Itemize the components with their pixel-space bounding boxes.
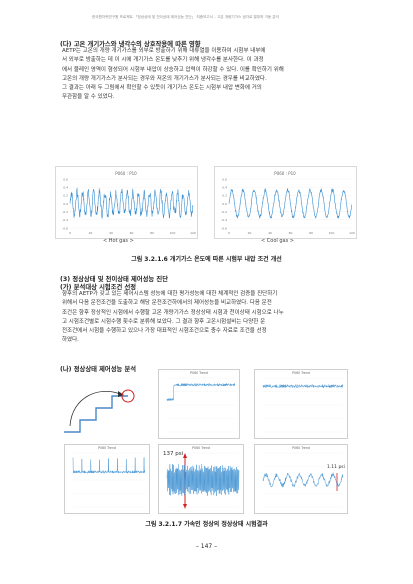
y-tick-label: 0.6 — [222, 177, 227, 181]
running-header: 한국원자력연구원 프로젝트 「정상상태 및 천이상태 제어성능 진단」 최종보고… — [92, 15, 279, 19]
x-tick-label: 20 — [248, 231, 252, 235]
hot-gas-chart-title: P060 : P10 — [115, 171, 137, 176]
series-line — [166, 382, 236, 402]
cool-gas-chart-title: P060 : P10 — [274, 171, 296, 176]
paragraph-line: 하였다. — [62, 337, 79, 344]
paragraph-line: AETP는 고온의 개량 개기가스를 외부로 방출하기 위해 대류열을 이용하여… — [62, 48, 266, 54]
panel-title: P060 Trend — [98, 446, 116, 450]
x-tick-label: 100 — [329, 231, 335, 235]
series-line — [228, 188, 353, 219]
schematic-curved-arrow — [69, 390, 121, 427]
panel-trend-3: P060 Trend — [64, 444, 150, 514]
panel-trend-1: P060 Trend — [158, 369, 240, 439]
paragraph-line: 전조건에서 시험을 수행하고 있으나 가장 대표적인 시험조건으로 충수 자료로… — [62, 328, 267, 335]
y-tick-label: -0.4 — [221, 218, 227, 222]
annotation-111psi: 1.11 psi — [327, 465, 345, 470]
trend-2-svg — [262, 377, 344, 433]
panel-trend-4: P060 Trend 137 psi — [158, 444, 244, 514]
hot-gas-chart-svg: P060 : P10 0.6 0.4 0.2 0.0 -0.2 -0.4 -0.60 20 40… — [62, 171, 196, 235]
hot-gas-label: < Hot gas > — [103, 238, 134, 244]
paragraph-line: 무관함을 알 수 있었다. — [62, 94, 115, 101]
y-tick-label: -0.6 — [221, 226, 227, 230]
paragraph-test-selection: 향후의 AETP가 갖고 있는 제어시스템 성능에 대한 평가성능에 대한 체계… — [62, 290, 357, 346]
y-tick-label: 0.4 — [63, 185, 68, 189]
paragraph-line: 고 시험조건별로 시험수행 횟수로 분류해 보았다. 그 결과 향후 고온시험설… — [62, 318, 266, 325]
x-tick-label: 100 — [170, 231, 176, 235]
cool-gas-chart: P060 : P10 0.6 0.4 0.2 0.0 -0.2 -0.4 -0.6 0 20 40… — [214, 166, 357, 239]
panel-title: P060 Trend — [292, 446, 310, 450]
panel-trend-2: P060 Trend — [254, 369, 348, 439]
y-tick-label: -0.6 — [62, 226, 68, 230]
y-tick-label: 0.2 — [63, 194, 68, 198]
x-tick-label: 60 — [130, 231, 134, 235]
y-tick-label: 0.4 — [222, 185, 227, 189]
paragraph-line: 에서 블레인 영역이 형성되어 시험부 내압이 상승하고 압력이 하강할 수 있… — [62, 66, 284, 73]
schematic-staircase — [64, 395, 128, 433]
y-tick-label: 0.0 — [222, 202, 227, 206]
series-line — [262, 383, 344, 389]
range-arrow-bottom-icon — [183, 504, 187, 509]
x-tick-label: 80 — [150, 231, 154, 235]
series-line — [262, 472, 344, 489]
trend-3-svg — [72, 452, 146, 508]
trend-1-svg — [166, 377, 236, 433]
paragraph-line: 그 결과는 아래 두 그림에서 확인할 수 있듯이 개기가스 온도는 시험부 내… — [62, 85, 262, 92]
x-tick-label: 0 — [228, 231, 230, 235]
section-heading-control-performance: (3) 정상상태 및 천이상태 제어성능 진단 — [60, 276, 168, 283]
x-tick-label: 40 — [268, 231, 272, 235]
schematic-svg — [64, 389, 135, 433]
annotation-137psi: 137 psi — [163, 451, 184, 457]
section-heading-gas-interaction: (다) 고온 개기가스와 냉각수의 상호작용에 따른 영향 — [60, 41, 201, 48]
page-number: – 147 – — [195, 543, 218, 550]
figure1-caption: 그림 3.2.1.6 개기가스 온도에 따른 시험부 내압 조건 개선 — [131, 256, 282, 263]
y-tick-label: 0.0 — [63, 202, 68, 206]
paragraph-gas-interaction: AETP는 고온의 개량 개기가스를 외부로 방출하기 위해 대류열을 이용하여… — [62, 47, 357, 103]
series-line — [69, 187, 194, 219]
cool-gas-chart-svg: P060 : P10 0.6 0.4 0.2 0.0 -0.2 -0.4 -0.60 20 40… — [221, 171, 355, 235]
range-arrow-top-icon — [183, 453, 187, 458]
x-tick-label: 120 — [190, 231, 196, 235]
trend-5-svg — [262, 452, 344, 508]
section-heading-test-selection: (가) 분석대상 시험조건 선정 — [60, 284, 137, 291]
y-tick-label: -0.2 — [221, 210, 227, 214]
panel-title: P060 Trend — [190, 371, 208, 375]
y-tick-label: 0.2 — [222, 194, 227, 198]
figure2-caption: 그림 3.2.1.7 가속인 정상의 정상상태 시험결과 — [145, 521, 268, 528]
panel-title: P060 Trend — [192, 446, 210, 450]
panel-trend-5: P060 Trend 1.11 psi — [254, 444, 348, 514]
paragraph-line: 서 외부로 방출하는 데 이 시에 개기가스 온도를 낮추기 위해 냉각수를 분… — [62, 57, 264, 64]
paragraph-line: 향후의 AETP가 갖고 있는 제어시스템 성능에 대한 평가성능에 대한 체계… — [62, 291, 278, 297]
highlight-circle — [121, 389, 135, 403]
x-tick-label: 20 — [89, 231, 93, 235]
paragraph-line: 고온의 개량 개기가스가 분사되는 경우와 저온의 개기가스가 분사되는 경우를… — [62, 75, 267, 82]
x-tick-label: 80 — [309, 231, 313, 235]
series-line — [166, 464, 240, 496]
hot-gas-chart: P060 : P10 0.6 0.4 0.2 0.0 -0.2 -0.4 -0.6 0 20 40… — [55, 166, 198, 239]
steady-state-figure: P060 Trend P060 Trend P060 Trend P060 Tr… — [58, 366, 358, 516]
y-tick-label: -0.2 — [62, 210, 68, 214]
x-tick-label: 120 — [349, 231, 355, 235]
section-heading-steady-state: (나) 정상상태 제어성능 분석 — [60, 366, 137, 373]
panel-schematic — [60, 374, 150, 438]
trend-4-svg — [166, 452, 240, 509]
paragraph-line: 위해서 다음 운전조건을 도출하고 해당 운전조건하에서의 제어성능을 비교하였… — [62, 300, 272, 307]
y-tick-label: -0.4 — [62, 218, 68, 222]
x-tick-label: 40 — [109, 231, 113, 235]
cool-gas-label: < Cool gas > — [261, 238, 294, 244]
paragraph-line: 조건은 향후 정상적인 시험에서 수행할 고온 개량기가스 정상상태 시험과 천… — [62, 309, 284, 316]
y-tick-label: 0.6 — [63, 177, 68, 181]
x-tick-label: 60 — [289, 231, 293, 235]
panel-title: P060 Trend — [292, 371, 310, 375]
x-tick-label: 0 — [69, 231, 71, 235]
series-line — [72, 457, 146, 475]
